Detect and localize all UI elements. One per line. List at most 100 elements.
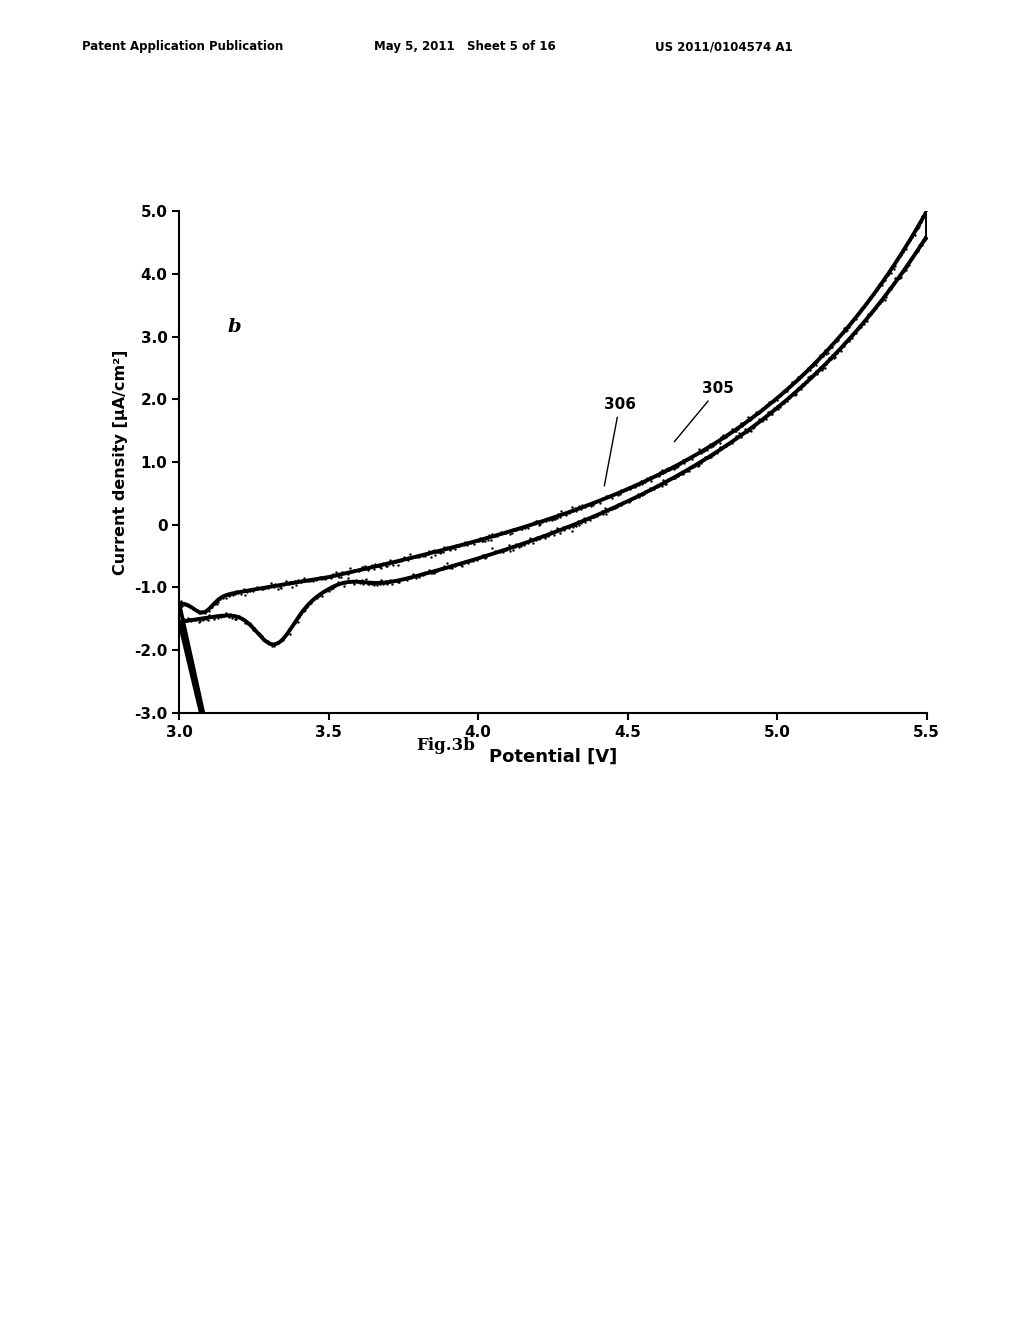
- Point: [725, 430, 741, 451]
- Point: [786, 372, 803, 393]
- Point: [334, 561, 350, 582]
- Point: [604, 487, 621, 508]
- Point: [853, 298, 869, 319]
- Point: [505, 519, 521, 540]
- Point: [275, 574, 292, 595]
- Point: [858, 310, 874, 331]
- Point: [830, 330, 847, 351]
- Point: [796, 363, 812, 384]
- Point: [892, 246, 908, 267]
- Point: [303, 593, 319, 614]
- Point: [555, 516, 571, 537]
- Point: [604, 499, 621, 520]
- Point: [314, 581, 331, 602]
- Text: b: b: [227, 318, 242, 335]
- Point: [239, 582, 255, 603]
- Point: [216, 585, 232, 606]
- Point: [279, 573, 295, 594]
- Point: [582, 510, 598, 531]
- Point: [439, 536, 456, 557]
- Point: [903, 227, 920, 248]
- Point: [647, 466, 664, 487]
- Point: [694, 451, 711, 473]
- Point: [602, 498, 618, 519]
- Point: [802, 366, 818, 387]
- Point: [317, 568, 334, 589]
- Point: [686, 445, 702, 466]
- Point: [825, 331, 842, 352]
- Point: [660, 469, 677, 490]
- Point: [756, 397, 772, 418]
- Point: [231, 606, 248, 627]
- Point: [504, 523, 520, 544]
- Point: [893, 267, 909, 288]
- Point: [213, 586, 229, 607]
- Point: [232, 583, 249, 605]
- Point: [432, 543, 449, 564]
- Point: [655, 470, 672, 491]
- Point: [295, 601, 311, 622]
- Point: [309, 587, 326, 609]
- Point: [332, 573, 348, 594]
- Point: [520, 517, 537, 539]
- Point: [246, 618, 262, 639]
- Point: [914, 206, 931, 227]
- Point: [356, 570, 373, 591]
- Point: [323, 578, 339, 599]
- Point: [688, 454, 705, 475]
- Point: [520, 532, 537, 553]
- Point: [869, 280, 886, 301]
- Point: [171, 611, 187, 632]
- Point: [301, 593, 317, 614]
- Point: [177, 595, 194, 616]
- Point: [220, 607, 237, 628]
- Point: [353, 569, 370, 590]
- Point: [475, 531, 492, 552]
- Point: [445, 554, 462, 576]
- Point: [387, 570, 403, 591]
- Point: [387, 552, 403, 573]
- Point: [327, 565, 343, 586]
- Point: [252, 623, 268, 644]
- Point: [449, 553, 465, 574]
- Point: [252, 577, 268, 598]
- Point: [884, 275, 900, 296]
- Point: [253, 578, 269, 599]
- Point: [535, 524, 551, 545]
- Point: [738, 422, 755, 444]
- Point: [709, 442, 725, 463]
- Point: [702, 446, 719, 467]
- Point: [568, 515, 585, 536]
- Point: [657, 458, 674, 479]
- Point: [628, 475, 644, 496]
- Point: [240, 579, 256, 601]
- Point: [605, 498, 622, 519]
- Point: [842, 329, 858, 350]
- Point: [828, 330, 845, 351]
- Point: [744, 417, 761, 438]
- Point: [591, 490, 607, 511]
- Point: [754, 399, 770, 420]
- Point: [324, 565, 340, 586]
- Point: [861, 286, 878, 308]
- Point: [300, 593, 316, 614]
- Point: [487, 525, 504, 546]
- Point: [410, 564, 426, 585]
- Point: [811, 359, 827, 380]
- Point: [453, 554, 469, 576]
- Point: [761, 392, 777, 413]
- Point: [760, 393, 776, 414]
- Point: [197, 607, 213, 628]
- Point: [800, 358, 816, 379]
- Point: [172, 611, 188, 632]
- Point: [572, 512, 589, 533]
- Point: [298, 570, 314, 591]
- Point: [633, 483, 649, 504]
- Point: [577, 496, 593, 517]
- Point: [449, 535, 465, 556]
- Point: [725, 421, 741, 442]
- Point: [709, 430, 725, 451]
- Point: [803, 356, 819, 378]
- Point: [378, 556, 394, 577]
- Text: 306: 306: [604, 397, 636, 486]
